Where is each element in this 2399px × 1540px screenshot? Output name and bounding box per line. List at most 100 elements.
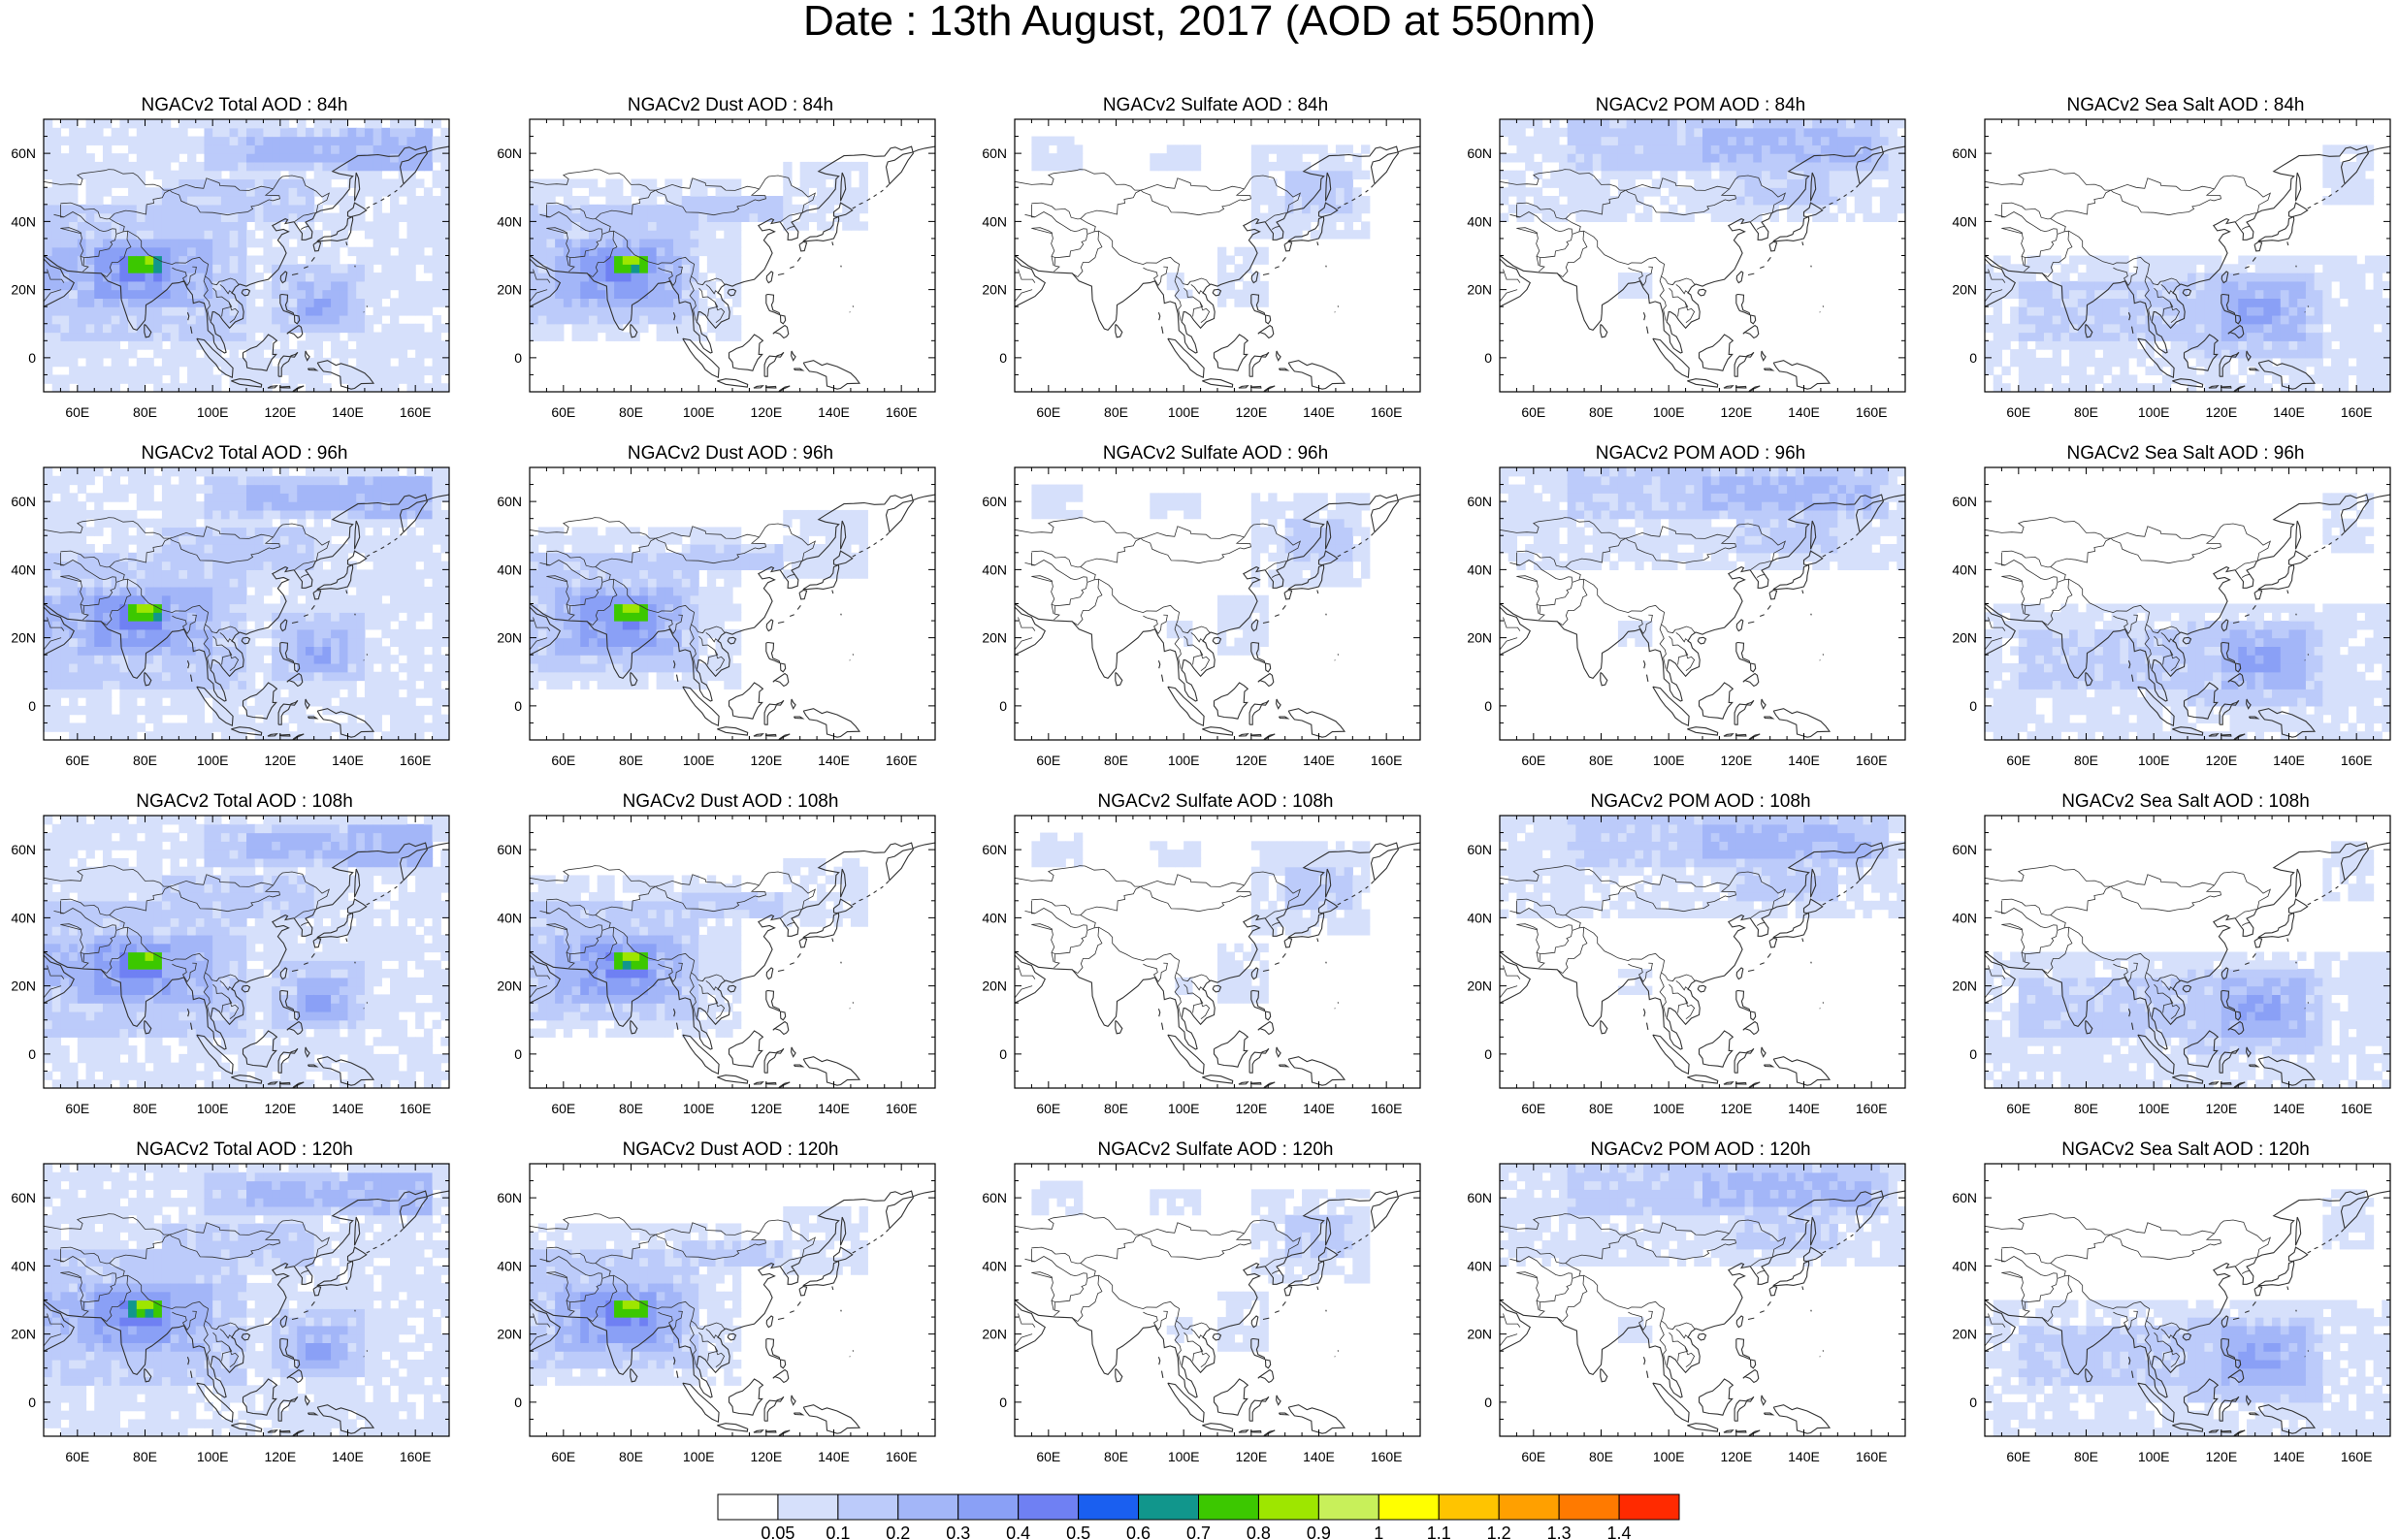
map-panel-seasalt-1: 60E 80E 100E 120E 140E 160E 60N 40N 20N 0 NGACv2 S…	[1952, 443, 2391, 768]
lon-tick-label: 60E	[551, 1449, 575, 1464]
lat-tick-label: 60N	[497, 494, 522, 509]
lon-tick-label: 120E	[750, 753, 782, 768]
colorbar-label: 1.1	[1427, 1524, 1451, 1540]
lon-tick-label: 120E	[264, 1101, 296, 1116]
lat-tick-label: 0	[514, 350, 522, 366]
map-panel-total-2: 60E 80E 100E 120E 140E 160E 60N 40N 20N 0 NGACv2 T…	[11, 791, 450, 1116]
lat-tick-label: 0	[999, 1395, 1007, 1410]
lon-tick-label: 140E	[818, 753, 850, 768]
lat-tick-label: 0	[1969, 350, 1977, 366]
aod-field	[1500, 1164, 1905, 1436]
lat-tick-label: 0	[28, 698, 36, 714]
aod-field	[1015, 1164, 1420, 1436]
panel-title: NGACv2 Sea Salt AOD : 96h	[2066, 443, 2304, 464]
map-panel-pom-1: 60E 80E 100E 120E 140E 160E 60N 40N 20N 0 NGACv2 P…	[1467, 443, 1906, 768]
lon-tick-label: 60E	[2006, 404, 2030, 420]
lon-tick-label: 80E	[1589, 1101, 1613, 1116]
lon-tick-label: 120E	[750, 1101, 782, 1116]
aod-field	[1985, 816, 2390, 1088]
lon-tick-label: 80E	[133, 1101, 157, 1116]
lat-tick-label: 20N	[1467, 630, 1492, 646]
lon-tick-label: 140E	[1303, 1449, 1335, 1464]
aod-field	[44, 1164, 449, 1436]
lon-tick-label: 160E	[886, 753, 918, 768]
panel-title: NGACv2 Sea Salt AOD : 84h	[2066, 95, 2304, 115]
lat-tick-label: 40N	[497, 561, 522, 577]
lon-tick-label: 140E	[1788, 753, 1820, 768]
aod-field	[1500, 816, 1905, 1088]
lat-tick-label: 40N	[1952, 561, 1977, 577]
lon-tick-label: 60E	[2006, 1101, 2030, 1116]
lat-tick-label: 20N	[982, 1327, 1007, 1342]
lon-tick-label: 80E	[133, 1449, 157, 1464]
lon-tick-label: 140E	[818, 404, 850, 420]
colorbar-label: 1.3	[1547, 1524, 1572, 1540]
lon-tick-label: 100E	[1653, 404, 1685, 420]
aod-field	[1015, 467, 1420, 740]
lat-tick-label: 60N	[1467, 842, 1492, 857]
colorbar-label: 0.6	[1126, 1524, 1151, 1540]
lon-tick-label: 100E	[2138, 753, 2170, 768]
panel-title: NGACv2 Sulfate AOD : 84h	[1103, 95, 1328, 115]
lon-tick-label: 140E	[332, 404, 364, 420]
lon-tick-label: 60E	[65, 404, 89, 420]
lat-tick-label: 40N	[497, 1258, 522, 1273]
lat-tick-label: 40N	[497, 910, 522, 925]
map-panel-pom-0: 60E 80E 100E 120E 140E 160E 60N 40N 20N 0 NGACv2 P…	[1467, 95, 1906, 420]
lon-tick-label: 60E	[1036, 404, 1060, 420]
lat-tick-label: 40N	[11, 910, 36, 925]
colorbar-swatch	[1018, 1493, 1080, 1521]
lon-tick-label: 160E	[400, 753, 432, 768]
lon-tick-label: 80E	[619, 1449, 643, 1464]
colorbar-label: 1.2	[1487, 1524, 1511, 1540]
lon-tick-label: 100E	[1168, 753, 1200, 768]
panel-title: NGACv2 POM AOD : 84h	[1596, 95, 1805, 115]
colorbar-swatch	[1438, 1493, 1500, 1521]
lon-tick-label: 140E	[1303, 1101, 1335, 1116]
lat-tick-label: 0	[1969, 698, 1977, 714]
lon-tick-label: 100E	[683, 404, 715, 420]
lat-tick-label: 20N	[1952, 282, 1977, 298]
lon-tick-label: 100E	[1653, 1101, 1685, 1116]
lat-tick-label: 60N	[1467, 494, 1492, 509]
lat-tick-label: 40N	[1467, 1258, 1492, 1273]
lon-tick-label: 80E	[2074, 404, 2098, 420]
lon-tick-label: 100E	[1168, 404, 1200, 420]
lon-tick-label: 140E	[2273, 1101, 2305, 1116]
map-panel-total-3: 60E 80E 100E 120E 140E 160E 60N 40N 20N 0 NGACv2 T…	[11, 1139, 450, 1464]
colorbar-swatch	[1618, 1493, 1680, 1521]
lat-tick-label: 20N	[1467, 1327, 1492, 1342]
lon-tick-label: 120E	[2205, 1449, 2237, 1464]
lon-tick-label: 80E	[1104, 1101, 1128, 1116]
colorbar-swatch	[1138, 1493, 1199, 1521]
lon-tick-label: 120E	[1720, 1449, 1752, 1464]
lat-tick-label: 20N	[11, 1327, 36, 1342]
panel-title: NGACv2 Sulfate AOD : 120h	[1098, 1139, 1334, 1160]
lon-tick-label: 120E	[1235, 1101, 1267, 1116]
panel-title: NGACv2 Dust AOD : 108h	[623, 791, 839, 812]
lon-tick-label: 60E	[551, 753, 575, 768]
lon-tick-label: 100E	[683, 753, 715, 768]
lon-tick-label: 120E	[264, 1449, 296, 1464]
lon-tick-label: 140E	[1303, 404, 1335, 420]
lat-tick-label: 40N	[11, 213, 36, 229]
lat-tick-label: 60N	[497, 1190, 522, 1205]
lat-tick-label: 40N	[497, 213, 522, 229]
map-panel-sulfate-2: 60E 80E 100E 120E 140E 160E 60N 40N 20N 0 NGACv2 S…	[982, 791, 1421, 1116]
colorbar-label: 0.2	[886, 1524, 910, 1540]
lat-tick-label: 60N	[11, 494, 36, 509]
lat-tick-label: 40N	[982, 1258, 1007, 1273]
lat-tick-label: 40N	[1467, 910, 1492, 925]
lat-tick-label: 60N	[11, 1190, 36, 1205]
lat-tick-label: 0	[999, 698, 1007, 714]
lon-tick-label: 60E	[1521, 753, 1545, 768]
lon-tick-label: 120E	[750, 1449, 782, 1464]
map-panel-total-0: 60E 80E 100E 120E 140E 160E 60N 40N 20N 0 NGACv2 T…	[11, 95, 450, 420]
colorbar-label: 0.1	[826, 1524, 850, 1540]
lat-tick-label: 20N	[497, 282, 522, 298]
lon-tick-label: 160E	[400, 1101, 432, 1116]
lon-tick-label: 60E	[551, 1101, 575, 1116]
lon-tick-label: 160E	[1371, 1101, 1403, 1116]
colorbar-swatch	[1317, 1493, 1379, 1521]
lon-tick-label: 100E	[1653, 1449, 1685, 1464]
